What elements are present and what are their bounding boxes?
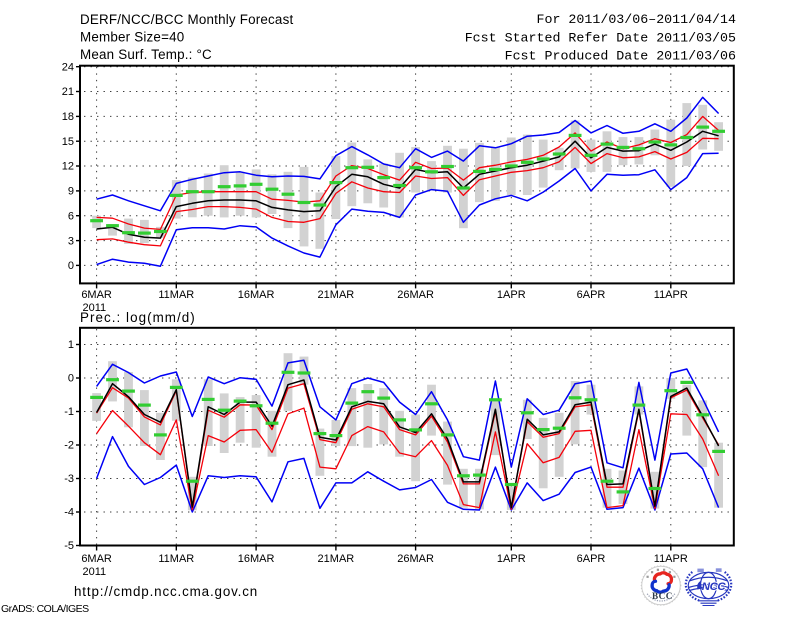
svg-text:0: 0 xyxy=(68,260,74,272)
svg-text:2011: 2011 xyxy=(83,566,107,578)
svg-text:Fcst Started Refer Date 2011/0: Fcst Started Refer Date 2011/03/05 xyxy=(465,31,736,46)
svg-text:24: 24 xyxy=(62,61,74,73)
svg-text:BCC: BCC xyxy=(652,591,673,601)
svg-text:http://cmdp.ncc.cma.gov.cn: http://cmdp.ncc.cma.gov.cn xyxy=(74,584,258,599)
svg-text:NCC: NCC xyxy=(702,581,727,593)
svg-text:16MAR: 16MAR xyxy=(238,289,275,301)
svg-text:21MAR: 21MAR xyxy=(318,553,355,565)
svg-text:26MAR: 26MAR xyxy=(397,289,434,301)
svg-text:-3: -3 xyxy=(64,473,74,485)
svg-text:6MAR: 6MAR xyxy=(81,289,112,301)
svg-text:26MAR: 26MAR xyxy=(397,553,434,565)
svg-text:16MAR: 16MAR xyxy=(238,553,275,565)
svg-text:11APR: 11APR xyxy=(654,289,688,301)
svg-text:21: 21 xyxy=(62,86,74,98)
svg-text:18: 18 xyxy=(62,111,74,123)
svg-text:-4: -4 xyxy=(64,507,74,519)
svg-text:6: 6 xyxy=(68,210,74,222)
svg-text:-1: -1 xyxy=(64,406,74,418)
svg-text:11MAR: 11MAR xyxy=(158,553,194,565)
svg-text:15: 15 xyxy=(62,136,74,148)
svg-text:Mean Surf. Temp.: °C: Mean Surf. Temp.: °C xyxy=(80,47,212,62)
svg-text:1: 1 xyxy=(68,339,74,351)
svg-text:DERF/NCC/BCC Monthly Forecast: DERF/NCC/BCC Monthly Forecast xyxy=(80,12,293,27)
svg-text:2011: 2011 xyxy=(83,302,107,314)
svg-text:Member Size=40: Member Size=40 xyxy=(80,30,184,45)
svg-text:For 2011/03/06–2011/04/14: For 2011/03/06–2011/04/14 xyxy=(537,12,737,27)
svg-text:3: 3 xyxy=(68,235,74,247)
svg-text:Prec.: log(mm/d): Prec.: log(mm/d) xyxy=(80,310,196,325)
svg-text:6APR: 6APR xyxy=(577,553,606,565)
svg-text:0: 0 xyxy=(68,373,74,385)
svg-text:11APR: 11APR xyxy=(654,553,688,565)
svg-text:6MAR: 6MAR xyxy=(81,553,112,565)
svg-text:12: 12 xyxy=(62,161,74,173)
svg-text:1APR: 1APR xyxy=(497,553,526,565)
svg-text:Fcst Produced Date 2011/03/06: Fcst Produced Date 2011/03/06 xyxy=(505,49,736,64)
svg-text:9: 9 xyxy=(68,186,74,198)
svg-text:11MAR: 11MAR xyxy=(158,289,194,301)
svg-text:21MAR: 21MAR xyxy=(318,289,355,301)
svg-text:NCC: NCC xyxy=(702,581,727,593)
svg-text:-5: -5 xyxy=(64,540,74,552)
svg-text:-2: -2 xyxy=(64,440,74,452)
svg-text:GrADS: COLA/IGES: GrADS: COLA/IGES xyxy=(1,603,89,615)
svg-text:6APR: 6APR xyxy=(577,289,606,301)
svg-text:1APR: 1APR xyxy=(497,289,526,301)
